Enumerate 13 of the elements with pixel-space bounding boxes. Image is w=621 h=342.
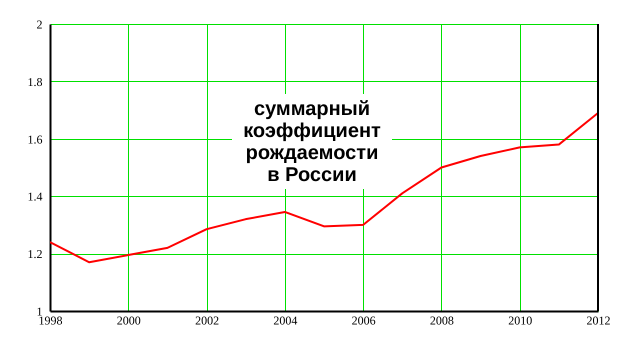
x-tick-label: 2012 — [586, 314, 610, 328]
y-tick-label: 2 — [36, 18, 42, 32]
x-tick-label: 2008 — [430, 314, 454, 328]
y-tick-label: 1.8 — [28, 74, 42, 89]
x-tick-label: 2010 — [508, 314, 532, 328]
y-tick-label: 1.4 — [28, 190, 42, 204]
x-tick-label: 2004 — [273, 314, 298, 328]
y-tick-label: 1.2 — [28, 247, 42, 262]
y-tick-label: 1.6 — [28, 132, 42, 146]
x-tick-label: 2006 — [352, 314, 376, 328]
x-tick-label: 2000 — [116, 314, 141, 328]
x-tick-label: 2002 — [195, 314, 220, 328]
annotation: суммарный коэффициент рождаемости в России — [243, 98, 382, 186]
